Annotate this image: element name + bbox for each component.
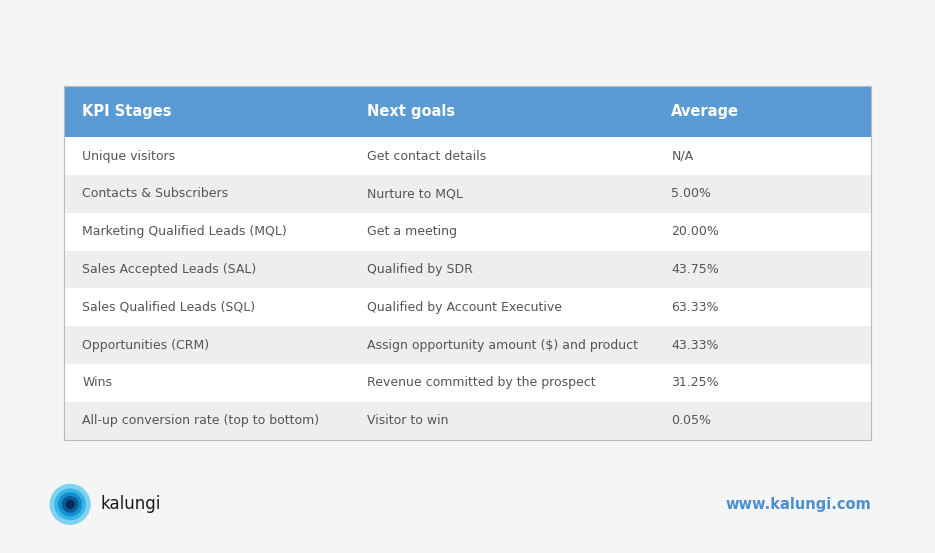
- Text: Contacts & Subscribers: Contacts & Subscribers: [82, 187, 228, 200]
- Text: Wins: Wins: [82, 377, 112, 389]
- Text: Qualified by Account Executive: Qualified by Account Executive: [367, 301, 563, 314]
- Bar: [64, 251, 871, 289]
- Text: Next goals: Next goals: [367, 104, 455, 119]
- Text: Sales Accepted Leads (SAL): Sales Accepted Leads (SAL): [82, 263, 256, 276]
- Ellipse shape: [58, 492, 82, 517]
- Text: www.kalungi.com: www.kalungi.com: [726, 497, 871, 512]
- Bar: [64, 402, 871, 440]
- Text: All-up conversion rate (top to bottom): All-up conversion rate (top to bottom): [82, 414, 320, 427]
- Text: 31.25%: 31.25%: [671, 377, 719, 389]
- Text: Get contact details: Get contact details: [367, 149, 487, 163]
- Text: Get a meeting: Get a meeting: [367, 225, 457, 238]
- Text: Opportunities (CRM): Opportunities (CRM): [82, 338, 209, 352]
- Bar: [64, 86, 871, 440]
- Bar: [64, 86, 871, 137]
- Ellipse shape: [62, 496, 79, 513]
- Text: 0.05%: 0.05%: [671, 414, 712, 427]
- Text: 20.00%: 20.00%: [671, 225, 719, 238]
- Text: Visitor to win: Visitor to win: [367, 414, 449, 427]
- Bar: [64, 289, 871, 326]
- Bar: [64, 213, 871, 251]
- Bar: [64, 137, 871, 175]
- Text: 63.33%: 63.33%: [671, 301, 719, 314]
- Text: Sales Qualified Leads (SQL): Sales Qualified Leads (SQL): [82, 301, 255, 314]
- Text: Revenue committed by the prospect: Revenue committed by the prospect: [367, 377, 597, 389]
- Text: Assign opportunity amount ($) and product: Assign opportunity amount ($) and produc…: [367, 338, 639, 352]
- Bar: [64, 364, 871, 402]
- Text: 5.00%: 5.00%: [671, 187, 712, 200]
- Text: Qualified by SDR: Qualified by SDR: [367, 263, 473, 276]
- Text: N/A: N/A: [671, 149, 694, 163]
- Ellipse shape: [54, 488, 86, 520]
- Text: KPI Stages: KPI Stages: [82, 104, 172, 119]
- Text: 43.33%: 43.33%: [671, 338, 719, 352]
- Ellipse shape: [65, 500, 75, 509]
- Text: Average: Average: [671, 104, 740, 119]
- Ellipse shape: [50, 484, 91, 525]
- Text: Unique visitors: Unique visitors: [82, 149, 176, 163]
- Text: 43.75%: 43.75%: [671, 263, 719, 276]
- Text: kalungi: kalungi: [101, 495, 162, 513]
- Text: Nurture to MQL: Nurture to MQL: [367, 187, 464, 200]
- Bar: [64, 175, 871, 213]
- Text: Marketing Qualified Leads (MQL): Marketing Qualified Leads (MQL): [82, 225, 287, 238]
- Bar: [64, 326, 871, 364]
